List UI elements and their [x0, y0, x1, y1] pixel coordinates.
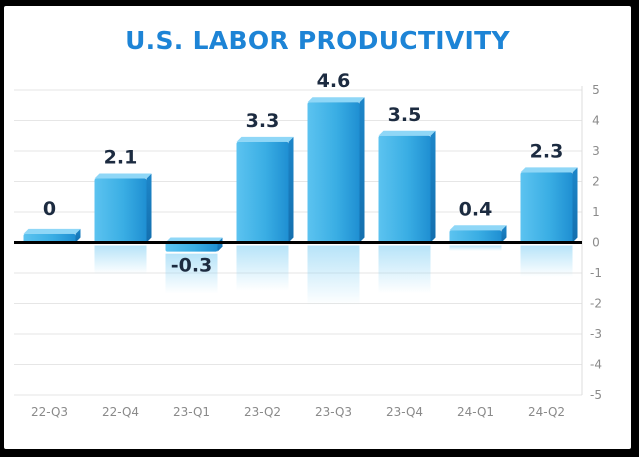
- data-label: 3.3: [246, 110, 280, 132]
- data-label: -0.3: [171, 255, 213, 277]
- bar-side: [430, 130, 436, 243]
- bar-reflection: [520, 245, 573, 278]
- bar: [23, 228, 81, 243]
- data-label: 0.4: [459, 198, 493, 220]
- bar: [307, 97, 365, 243]
- x-tick-label: 24-Q2: [528, 405, 565, 419]
- x-tick-label: 23-Q3: [315, 405, 352, 419]
- bar-reflection: [236, 245, 289, 291]
- y-tick-label: 0: [592, 236, 600, 250]
- y-axis-ticks: 5 4 3 2 1 0 -1 -2 -3 -4 -5: [590, 83, 602, 402]
- bar: [165, 237, 223, 252]
- bar-front: [165, 242, 218, 252]
- bar-reflection: [165, 253, 218, 294]
- x-axis-categories: 22-Q3 22-Q4 23-Q1 23-Q2 23-Q3 23-Q4 24-Q1 24-Q2: [31, 405, 565, 419]
- bar-top: [23, 228, 81, 234]
- data-label: 2.1: [104, 146, 138, 168]
- data-label: 0: [43, 198, 56, 220]
- x-tick-label: 22-Q3: [31, 405, 68, 419]
- bar-front: [94, 178, 147, 243]
- y-tick-label: 3: [592, 144, 600, 158]
- bar-front: [449, 230, 502, 243]
- bar-side: [146, 173, 152, 243]
- bar: [520, 167, 578, 243]
- bar-front: [236, 141, 289, 243]
- y-tick-label: -3: [590, 327, 602, 341]
- bar-top: [94, 173, 152, 179]
- y-tick-label: -4: [590, 358, 602, 372]
- y-tick-label: 1: [592, 205, 600, 219]
- bar-reflection: [94, 245, 147, 275]
- bar-reflection: [307, 245, 360, 306]
- bar-top: [449, 225, 507, 231]
- bar-top: [307, 97, 365, 103]
- bar: [236, 136, 294, 243]
- data-label: 2.3: [530, 140, 564, 162]
- bar-front: [307, 102, 360, 243]
- y-tick-label: -2: [590, 297, 602, 311]
- bars: [23, 97, 578, 252]
- y-tick-label: 4: [592, 114, 600, 128]
- bar-reflection: [378, 245, 431, 294]
- bar-front: [520, 172, 573, 243]
- bar-front: [378, 135, 431, 243]
- bar-reflection: [449, 245, 502, 251]
- y-tick-label: -1: [590, 266, 602, 280]
- bar-top: [378, 130, 436, 136]
- y-tick-label: -5: [590, 388, 602, 402]
- x-tick-label: 22-Q4: [102, 405, 139, 419]
- x-tick-label: 23-Q1: [173, 405, 210, 419]
- bar: [378, 130, 436, 243]
- bar: [449, 225, 507, 243]
- data-labels: 0 2.1 -0.3 3.3 4.6 3.5 0.4 2.3: [43, 70, 563, 276]
- data-label: 3.5: [388, 104, 422, 126]
- bar-top: [236, 136, 294, 142]
- bar-side: [75, 228, 81, 243]
- chart-title: U.S. LABOR PRODUCTIVITY: [125, 26, 510, 55]
- bar-side: [572, 167, 578, 243]
- y-tick-label: 5: [592, 83, 600, 97]
- x-tick-label: 23-Q2: [244, 405, 281, 419]
- x-tick-label: 24-Q1: [457, 405, 494, 419]
- data-label: 4.6: [317, 70, 351, 92]
- y-tick-label: 2: [592, 175, 600, 189]
- x-tick-label: 23-Q4: [386, 405, 423, 419]
- bar-side: [288, 136, 294, 243]
- bar-side: [501, 225, 507, 243]
- bar-side: [359, 97, 365, 243]
- bar-front: [23, 233, 76, 243]
- bar: [94, 173, 152, 243]
- bar-reflections: [94, 245, 573, 306]
- bar-top: [520, 167, 578, 173]
